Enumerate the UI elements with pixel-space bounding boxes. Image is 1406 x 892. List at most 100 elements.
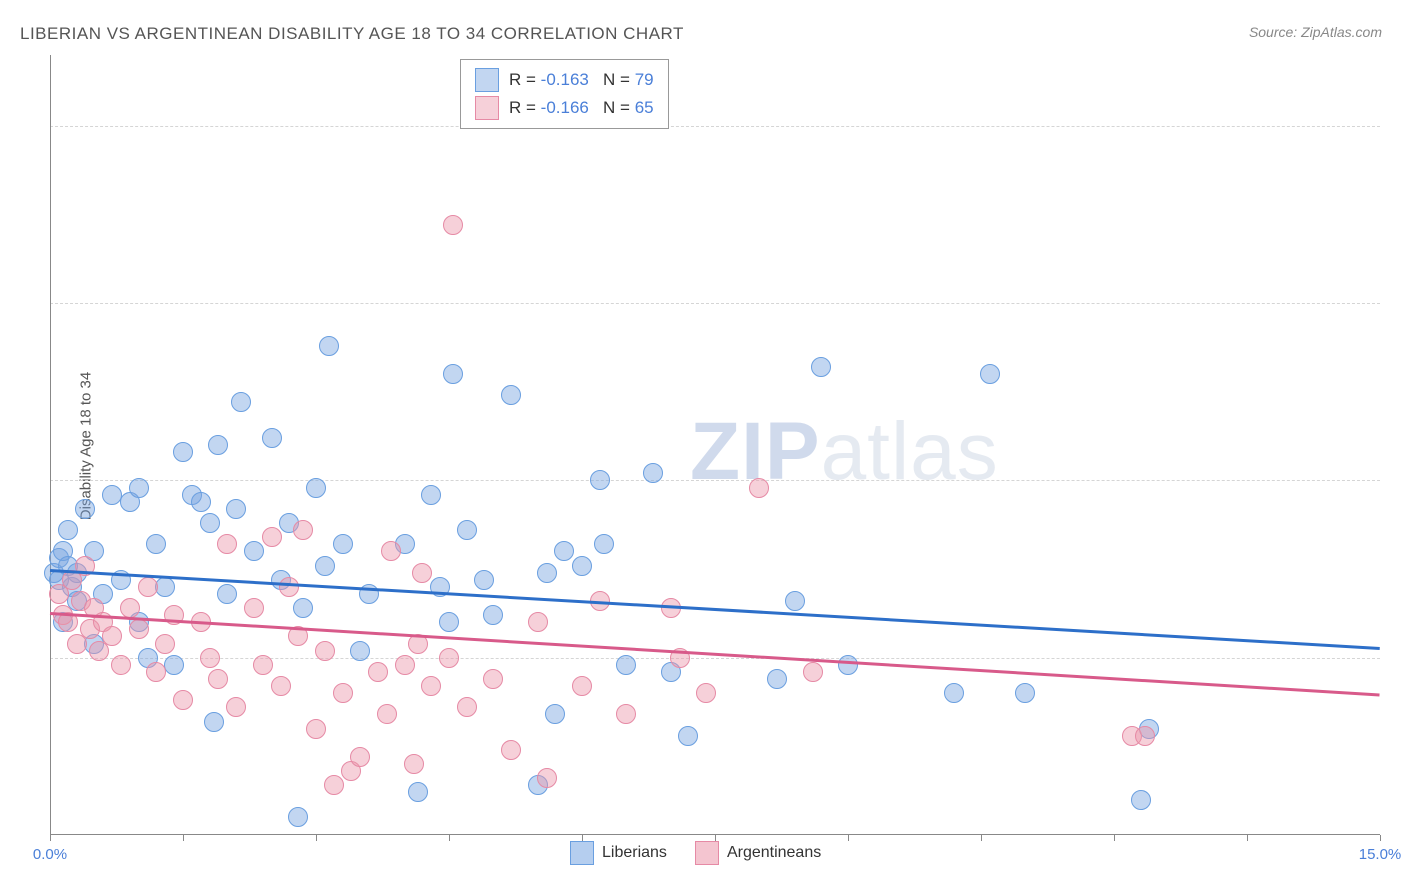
scatter-point — [474, 570, 494, 590]
scatter-point — [785, 591, 805, 611]
scatter-point — [333, 534, 353, 554]
chart-title: LIBERIAN VS ARGENTINEAN DISABILITY AGE 1… — [20, 24, 684, 44]
scatter-point — [412, 563, 432, 583]
gridline — [50, 126, 1380, 127]
scatter-point — [315, 641, 335, 661]
x-axis — [50, 834, 1380, 835]
legend-stat-text: R = -0.163 N = 79 — [509, 70, 654, 90]
scatter-point — [293, 520, 313, 540]
scatter-point — [208, 669, 228, 689]
scatter-point — [200, 513, 220, 533]
legend-swatch — [695, 841, 719, 865]
scatter-point — [155, 634, 175, 654]
gridline — [50, 658, 1380, 659]
legend-swatch — [475, 96, 499, 120]
scatter-point — [811, 357, 831, 377]
legend-stats-row: R = -0.163 N = 79 — [475, 66, 654, 94]
y-tick-label: 20.0% — [1390, 117, 1406, 134]
x-tick-label: 15.0% — [1359, 846, 1402, 863]
scatter-point — [253, 655, 273, 675]
scatter-point — [381, 541, 401, 561]
scatter-point — [173, 690, 193, 710]
scatter-point — [129, 478, 149, 498]
scatter-point — [980, 364, 1000, 384]
scatter-point — [554, 541, 574, 561]
x-tick-mark — [981, 835, 982, 841]
scatter-point — [217, 534, 237, 554]
scatter-point — [155, 577, 175, 597]
scatter-point — [457, 520, 477, 540]
scatter-point — [421, 485, 441, 505]
x-tick-mark — [183, 835, 184, 841]
scatter-point — [58, 520, 78, 540]
source-attribution: Source: ZipAtlas.com — [1249, 24, 1382, 40]
scatter-point — [457, 697, 477, 717]
trend-line — [50, 612, 1380, 697]
legend-stat-text: R = -0.166 N = 65 — [509, 98, 654, 118]
scatter-point — [483, 605, 503, 625]
scatter-point — [537, 563, 557, 583]
scatter-point — [1135, 726, 1155, 746]
y-axis — [50, 55, 51, 835]
scatter-point — [271, 676, 291, 696]
scatter-point — [288, 807, 308, 827]
y-tick-label: 10.0% — [1390, 472, 1406, 489]
gridline — [50, 303, 1380, 304]
scatter-point — [404, 754, 424, 774]
scatter-point — [306, 478, 326, 498]
scatter-point — [439, 648, 459, 668]
scatter-point — [333, 683, 353, 703]
scatter-point — [226, 697, 246, 717]
scatter-point — [102, 626, 122, 646]
legend-series-item: Argentineans — [695, 841, 821, 865]
scatter-point — [377, 704, 397, 724]
watermark: ZIPatlas — [690, 405, 999, 499]
scatter-point — [501, 740, 521, 760]
x-tick-mark — [449, 835, 450, 841]
scatter-point — [421, 676, 441, 696]
scatter-point — [439, 612, 459, 632]
scatter-point — [319, 336, 339, 356]
scatter-point — [231, 392, 251, 412]
x-tick-mark — [1380, 835, 1381, 841]
legend-stats-row: R = -0.166 N = 65 — [475, 94, 654, 122]
scatter-point — [528, 612, 548, 632]
legend-series-item: Liberians — [570, 841, 667, 865]
scatter-point — [368, 662, 388, 682]
scatter-point — [1131, 790, 1151, 810]
legend-label: Argentineans — [727, 844, 821, 862]
scatter-point — [678, 726, 698, 746]
scatter-point — [350, 747, 370, 767]
scatter-point — [208, 435, 228, 455]
scatter-point — [803, 662, 823, 682]
scatter-point — [173, 442, 193, 462]
scatter-point — [395, 655, 415, 675]
x-tick-mark — [848, 835, 849, 841]
scatter-point — [1015, 683, 1035, 703]
scatter-point — [572, 556, 592, 576]
scatter-point — [616, 655, 636, 675]
x-tick-mark — [50, 835, 51, 841]
scatter-point — [944, 683, 964, 703]
scatter-point — [315, 556, 335, 576]
scatter-point — [696, 683, 716, 703]
scatter-point — [129, 619, 149, 639]
scatter-point — [443, 364, 463, 384]
scatter-point — [120, 598, 140, 618]
x-tick-mark — [1114, 835, 1115, 841]
scatter-point — [146, 534, 166, 554]
scatter-point — [204, 712, 224, 732]
scatter-point — [443, 215, 463, 235]
x-tick-mark — [1247, 835, 1248, 841]
chart-plot-area: 5.0%10.0%15.0%20.0%0.0%15.0%ZIPatlasR = … — [50, 55, 1380, 835]
scatter-point — [483, 669, 503, 689]
scatter-point — [501, 385, 521, 405]
scatter-point — [111, 655, 131, 675]
scatter-point — [244, 598, 264, 618]
scatter-point — [572, 676, 592, 696]
y-tick-label: 5.0% — [1390, 649, 1406, 666]
scatter-point — [138, 577, 158, 597]
scatter-point — [838, 655, 858, 675]
legend-swatch — [475, 68, 499, 92]
scatter-point — [537, 768, 557, 788]
